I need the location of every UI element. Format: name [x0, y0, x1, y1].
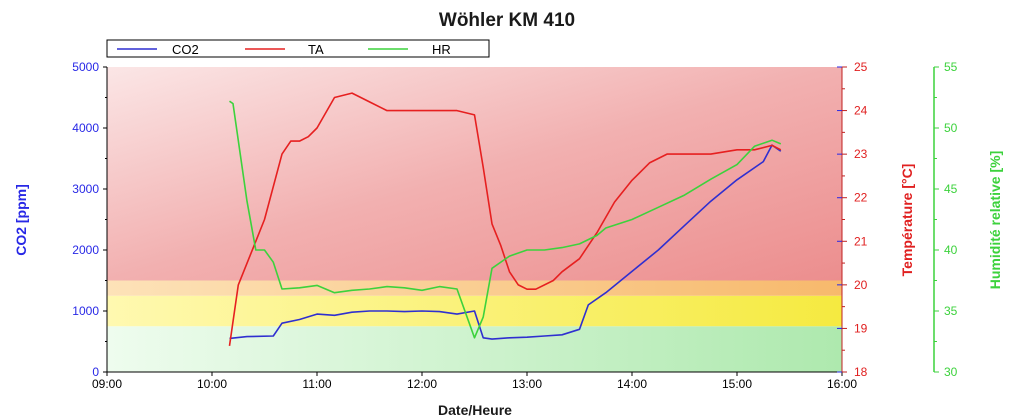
right2-tick-label-3: 45 [944, 182, 958, 196]
series-line-ta [228, 92, 782, 347]
band-0 [107, 326, 842, 372]
band-2 [107, 280, 842, 296]
right1-tick-label-7: 25 [854, 60, 868, 74]
left-tick-label-3: 3000 [72, 182, 99, 196]
left-tick-label-5: 5000 [72, 60, 99, 74]
x-tick-label-3: 12:00 [407, 377, 437, 391]
x-tick-label-0: 09:00 [92, 377, 122, 391]
right2-tick-label-2: 40 [944, 243, 958, 257]
right2-tick-label-5: 55 [944, 60, 958, 74]
legend-co2-label: CO2 [172, 42, 199, 57]
right2-tick-label-1: 35 [944, 304, 958, 318]
right1-axis-label: Température [°C] [899, 164, 915, 277]
threshold-bands [107, 67, 842, 372]
right2-tick-label-4: 50 [944, 121, 958, 135]
left-tick-label-0: 0 [92, 365, 99, 379]
right1-tick-label-3: 21 [854, 234, 868, 248]
band-3 [107, 67, 842, 281]
series-line-co2 [229, 144, 782, 340]
series-layer [228, 92, 782, 347]
x-tick-label-1: 10:00 [197, 377, 227, 391]
axes: 09:00 10:00 11:00 12:00 13:00 14:00 15:00 16:00… [72, 60, 957, 391]
right1-tick-label-0: 18 [854, 365, 868, 379]
right1-tick-label-4: 22 [854, 191, 868, 205]
right1-tick-label-6: 24 [854, 104, 868, 118]
x-tick-label-4: 13:00 [512, 377, 542, 391]
x-tick-label-6: 15:00 [722, 377, 752, 391]
series-line-hr [229, 100, 782, 339]
left-tick-label-1: 1000 [72, 304, 99, 318]
right1-tick-label-5: 23 [854, 147, 868, 161]
left-tick-label-2: 2000 [72, 243, 99, 257]
x-tick-label-7: 16:00 [827, 377, 857, 391]
legend-box [106, 39, 490, 58]
x-tick-label-5: 14:00 [617, 377, 647, 391]
x-tick-label-2: 11:00 [302, 377, 331, 391]
right2-axis-label: Humidité relative [%] [987, 151, 1003, 289]
left-axis-label: CO2 [ppm] [13, 184, 29, 256]
right2-tick-label-0: 30 [944, 365, 958, 379]
legend-hr-label: HR [432, 42, 451, 57]
legend: CO2 TA HR [106, 39, 490, 58]
x-axis-label: Date/Heure [438, 402, 512, 418]
legend-ta-label: TA [308, 42, 324, 57]
left-tick-label-4: 4000 [72, 121, 99, 135]
right1-tick-label-2: 20 [854, 278, 868, 292]
chart-title: Wöhler KM 410 [439, 10, 575, 31]
right1-tick-label-1: 19 [854, 321, 868, 335]
